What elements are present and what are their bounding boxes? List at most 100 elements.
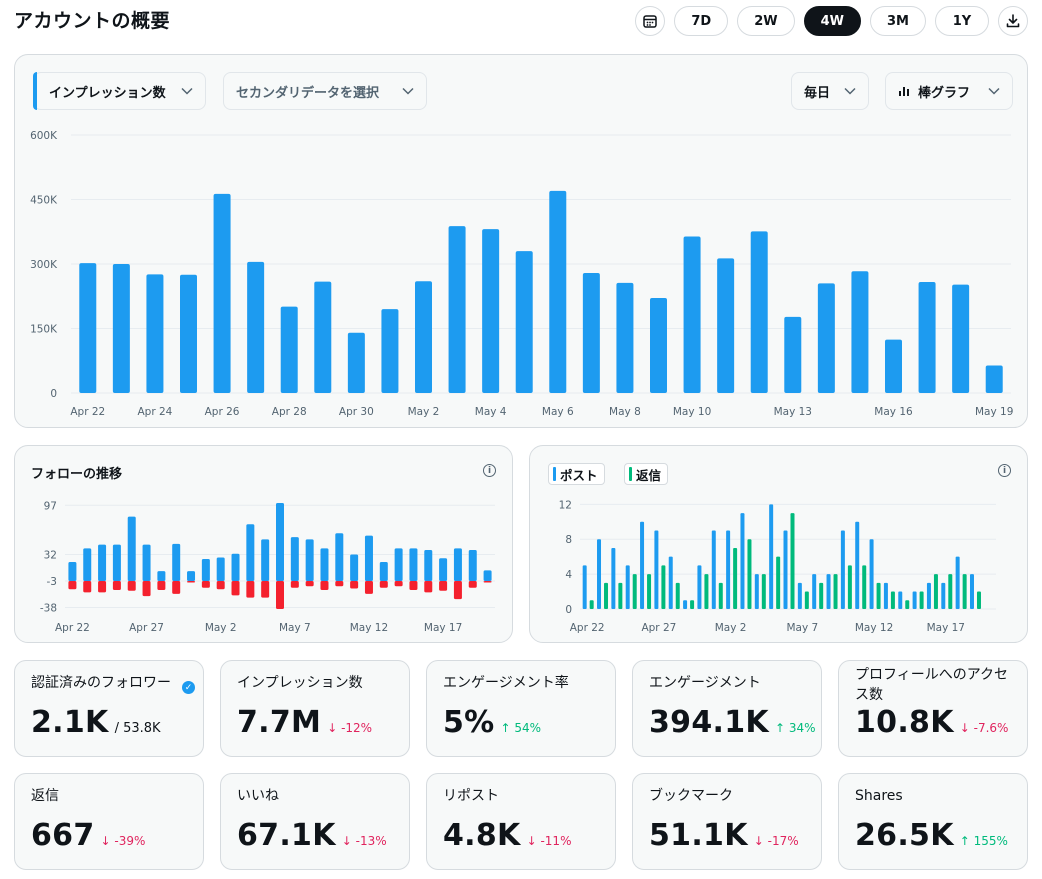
unfollows-bar <box>127 580 136 591</box>
stat-card-replies[interactable]: 返信 667 ↓ -39% <box>14 773 204 870</box>
replies-bar <box>919 591 924 609</box>
x-tick-label: Apr 22 <box>570 622 605 634</box>
stat-total: / 53.8K <box>114 721 161 736</box>
metric-dropdown[interactable]: インプレッション数 <box>33 72 206 110</box>
follows-bar <box>127 516 136 581</box>
posts-bar <box>855 521 860 609</box>
x-tick-label: May 16 <box>874 406 913 418</box>
stat-delta: ↓ -39% <box>100 834 146 848</box>
replies-bar <box>761 574 766 609</box>
x-tick-label: May 17 <box>424 622 462 634</box>
legend-posts[interactable]: ポスト <box>548 463 605 485</box>
posts-bar <box>797 582 802 609</box>
x-tick-label: Apr 27 <box>129 622 164 634</box>
posts-bar <box>969 574 974 609</box>
y-tick-label: 150K <box>30 324 58 336</box>
impressions-bar <box>347 332 365 393</box>
follows-bar <box>350 554 359 581</box>
impressions-bar <box>918 282 936 393</box>
posts-bar <box>697 565 702 609</box>
chart-type-dropdown[interactable]: 棒グラフ <box>885 72 1013 110</box>
legend-replies[interactable]: 返信 <box>624 463 669 485</box>
stat-card-profile-visits[interactable]: プロフィールへのアクセス数 10.8K ↓ -7.6% <box>838 660 1028 757</box>
impressions-bar <box>717 258 735 393</box>
follows-chart-card: フォローの推移 i 97 32 -3 -38 Apr 22 Apr 27 May 2 May … <box>14 445 513 643</box>
range-1y-button[interactable]: 1Y <box>935 6 989 36</box>
x-tick-label: May 12 <box>350 622 388 634</box>
stat-card-impressions[interactable]: インプレッション数 7.7M ↓ -12% <box>220 660 410 757</box>
impressions-bar <box>985 365 1003 393</box>
range-4w-button[interactable]: 4W <box>803 6 862 36</box>
unfollows-bar <box>83 580 92 593</box>
stat-label: いいね <box>237 788 279 804</box>
y-tick-label: 4 <box>565 569 572 581</box>
stat-value: 7.7M <box>237 705 322 740</box>
unfollows-bar <box>290 580 299 588</box>
replies-bar <box>804 591 809 609</box>
posts-bar <box>883 582 888 609</box>
posts-color-swatch <box>553 467 556 481</box>
metric-dropdown-label: インプレッション数 <box>49 85 166 101</box>
unfollows-bar <box>350 580 359 589</box>
stat-delta: ↑ 34% <box>774 721 816 735</box>
replies-bar <box>819 582 824 609</box>
follows-bar <box>142 544 151 581</box>
posts-bar <box>597 539 602 609</box>
posts-bar <box>941 582 946 609</box>
replies-bar <box>618 582 623 609</box>
range-2w-button[interactable]: 2W <box>737 6 795 36</box>
x-tick-label: Apr 27 <box>641 622 676 634</box>
x-tick-label: Apr 30 <box>339 406 374 418</box>
x-tick-label: May 2 <box>205 622 237 634</box>
replies-bar <box>933 574 938 609</box>
follows-bar <box>216 557 225 581</box>
range-7d-button[interactable]: 7D <box>674 6 729 36</box>
posts-bar <box>625 565 630 609</box>
replies-bar <box>948 574 953 609</box>
follows-bar <box>320 548 329 581</box>
legend-replies-label: 返信 <box>636 467 662 483</box>
stat-value: 5% <box>443 705 495 740</box>
stat-value: 67.1K <box>237 818 336 853</box>
interval-dropdown[interactable]: 毎日 <box>791 72 869 110</box>
follows-bar <box>364 535 373 581</box>
x-tick-label: May 6 <box>542 406 574 418</box>
download-icon <box>1006 14 1020 28</box>
info-icon[interactable]: i <box>483 464 496 477</box>
stat-card-verified-followers[interactable]: 認証済みのフォロワー ✓ 2.1K / 53.8K <box>14 660 204 757</box>
stat-card-shares[interactable]: Shares 26.5K ↑ 155% <box>838 773 1028 870</box>
info-icon[interactable]: i <box>998 464 1011 477</box>
download-button[interactable] <box>998 6 1028 36</box>
replies-color-swatch <box>629 467 632 481</box>
impressions-bar <box>415 281 432 393</box>
unfollows-bar <box>231 580 240 596</box>
impressions-bar <box>482 229 500 393</box>
follows-bar <box>468 549 477 581</box>
stat-card-engagement-rate[interactable]: エンゲージメント率 5% ↑ 54% <box>426 660 616 757</box>
impressions-bar <box>515 251 533 393</box>
calendar-button[interactable] <box>635 6 666 36</box>
unfollows-bar <box>453 580 462 600</box>
chart-type-dropdown-label: 棒グラフ <box>918 85 971 101</box>
replies-bar <box>962 574 967 609</box>
posts-bar <box>582 565 587 609</box>
y-tick-label: -3 <box>47 576 57 588</box>
replies-bar <box>733 547 738 609</box>
unfollows-bar <box>142 580 151 597</box>
stat-card-reposts[interactable]: リポスト 4.8K ↓ -11% <box>426 773 616 870</box>
stat-card-engagements[interactable]: エンゲージメント 394.1K ↑ 34% <box>632 660 822 757</box>
unfollows-bar <box>112 580 121 591</box>
impressions-bar <box>650 297 667 393</box>
range-3m-button[interactable]: 3M <box>870 6 926 36</box>
stat-card-bookmarks[interactable]: ブックマーク 51.1K ↓ -17% <box>632 773 822 870</box>
stat-card-likes[interactable]: いいね 67.1K ↓ -13% <box>220 773 410 870</box>
secondary-dropdown[interactable]: セカンダリデータを選択 <box>223 72 427 110</box>
replies-bar <box>905 600 910 609</box>
y-tick-label: 600K <box>30 130 58 142</box>
replies-bar <box>876 582 881 609</box>
stat-delta: ↓ -7.6% <box>959 721 1009 735</box>
posts-bar <box>812 574 817 609</box>
stat-label: プロフィールへのアクセス数 <box>855 667 1009 703</box>
impressions-bar <box>817 283 835 393</box>
unfollows-bar <box>172 580 181 594</box>
